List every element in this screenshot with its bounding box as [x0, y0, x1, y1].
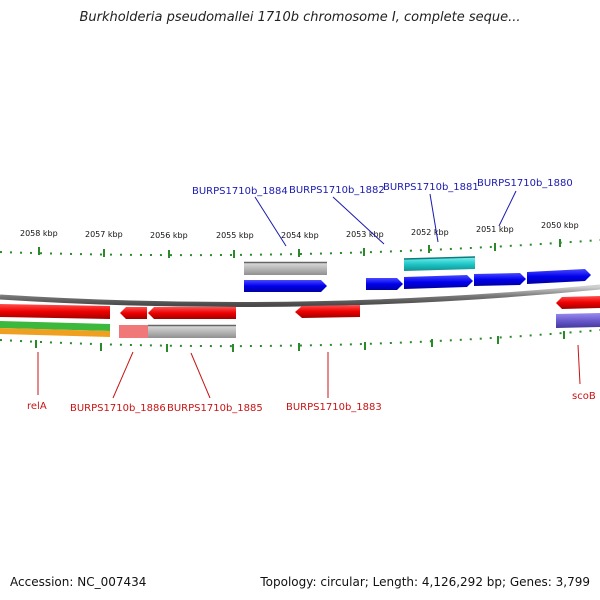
gene-arrow-burps1710b-1882[interactable]	[366, 278, 403, 290]
gray-feature-block-lower[interactable]	[148, 325, 236, 338]
gene-arrow-burps1710b-1884[interactable]	[244, 280, 327, 292]
reverse-genes	[0, 296, 600, 319]
topology-summary: Topology: circular; Length: 4,126,292 bp…	[260, 575, 590, 589]
leader-line	[498, 190, 517, 227]
upper-feature-tracks	[244, 256, 476, 275]
leader-line	[332, 196, 385, 245]
gene-label-burps1710b-1883[interactable]: BURPS1710b_1883	[286, 402, 382, 413]
gene-label-rela[interactable]: relA	[27, 401, 47, 412]
scale-label: 2051 kbp	[476, 225, 514, 234]
gene-label-burps1710b-1886[interactable]: BURPS1710b_1886	[70, 403, 166, 414]
bottom-leader-lines	[37, 344, 581, 399]
scale-label: 2057 kbp	[85, 230, 123, 239]
gene-label-burps1710b-1881[interactable]: BURPS1710b_1881	[383, 182, 479, 193]
top-leader-lines	[254, 190, 517, 247]
leader-line	[254, 196, 287, 247]
gene-label-burps1710b-1885[interactable]: BURPS1710b_1885	[167, 403, 263, 414]
gene-arrow-forward-edge[interactable]	[527, 269, 591, 284]
green-feature-band[interactable]	[0, 321, 110, 331]
gray-feature-block[interactable]	[244, 262, 327, 275]
top-gene-labels: BURPS1710b_1884 BURPS1710b_1882 BURPS171…	[192, 178, 573, 197]
leader-line	[190, 352, 211, 399]
orange-feature-band[interactable]	[0, 328, 110, 337]
gene-arrow-rela[interactable]	[0, 304, 110, 319]
scale-label: 2058 kbp	[20, 229, 58, 238]
gene-arrow-burps1710b-1885[interactable]	[148, 307, 236, 319]
cyan-feature-block[interactable]	[404, 257, 475, 271]
scale-label: 2054 kbp	[281, 231, 319, 240]
forward-genes	[244, 269, 591, 292]
top-scale-track	[0, 239, 600, 258]
accession-text: Accession: NC_007434	[10, 575, 147, 589]
scale-label: 2055 kbp	[216, 231, 254, 240]
lower-feature-tracks	[0, 313, 600, 338]
scale-label: 2050 kbp	[541, 221, 579, 230]
gene-arrow-burps1710b-1883[interactable]	[295, 305, 360, 318]
leader-line	[577, 344, 581, 385]
gene-label-burps1710b-1880[interactable]: BURPS1710b_1880	[477, 178, 573, 189]
bottom-scale-track	[0, 329, 600, 352]
bottom-gene-labels: relA BURPS1710b_1886 BURPS1710b_1885 BUR…	[27, 391, 596, 414]
gene-label-burps1710b-1884[interactable]: BURPS1710b_1884	[192, 186, 288, 197]
gene-label-burps1710b-1882[interactable]: BURPS1710b_1882	[289, 185, 385, 196]
gene-arrow-burps1710b-1881[interactable]	[404, 275, 473, 289]
gene-label-scob[interactable]: scoB	[572, 391, 596, 402]
scale-label: 2056 kbp	[150, 231, 188, 240]
chromosome-backbone	[0, 284, 600, 308]
scale-label: 2053 kbp	[346, 230, 384, 239]
leader-line	[112, 351, 134, 399]
pink-feature-block[interactable]	[119, 325, 148, 338]
leader-line	[429, 193, 439, 243]
scale-label: 2052 kbp	[411, 228, 449, 237]
gene-arrow-burps1710b-1886[interactable]	[120, 307, 147, 319]
map-title: Burkholderia pseudomallei 1710b chromoso…	[79, 10, 521, 25]
scale-labels: 2058 kbp 2057 kbp 2056 kbp 2055 kbp 2054…	[20, 221, 579, 240]
cyan-feature-edge	[403, 256, 476, 260]
gene-arrow-burps1710b-1880[interactable]	[474, 273, 526, 286]
purple-feature-block[interactable]	[556, 313, 600, 328]
gene-arrow-scob[interactable]	[556, 296, 600, 309]
